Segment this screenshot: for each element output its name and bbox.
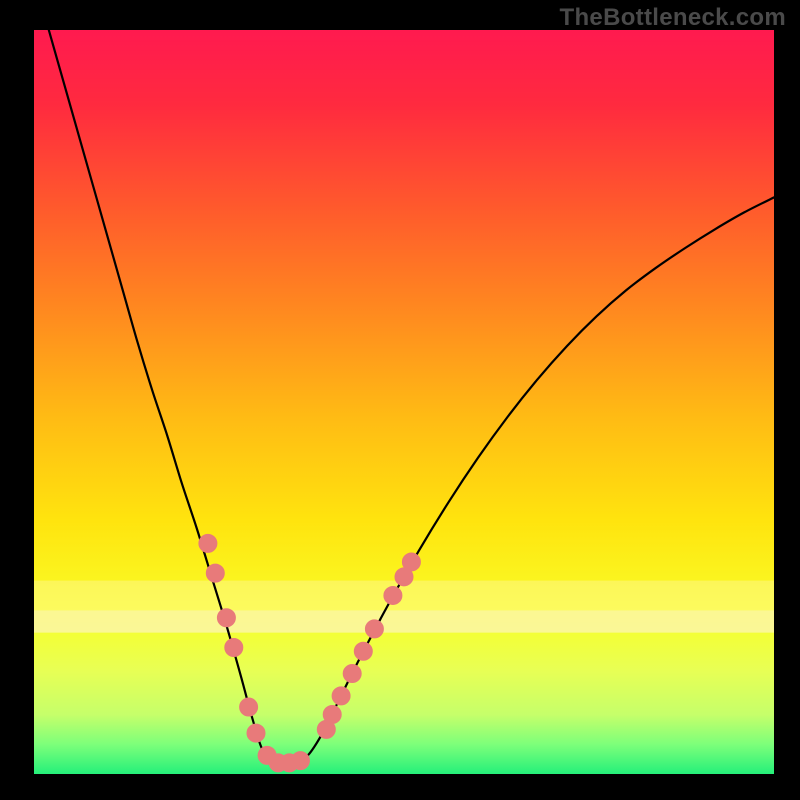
plot-area [34,30,774,774]
data-marker [384,586,402,604]
highlight-band [34,610,774,632]
data-marker [354,642,372,660]
data-marker [225,639,243,657]
data-marker [206,564,224,582]
data-marker [332,687,350,705]
watermark-text: TheBottleneck.com [560,4,786,32]
chart-svg [34,30,774,774]
data-marker [217,609,235,627]
data-marker [240,698,258,716]
data-marker [402,553,420,571]
data-marker [365,620,383,638]
data-marker [291,752,309,770]
chart-stage: TheBottleneck.com [0,0,800,800]
data-marker [343,665,361,683]
data-marker [199,534,217,552]
data-marker [247,724,265,742]
gradient-background [34,30,774,774]
data-marker [323,705,341,723]
